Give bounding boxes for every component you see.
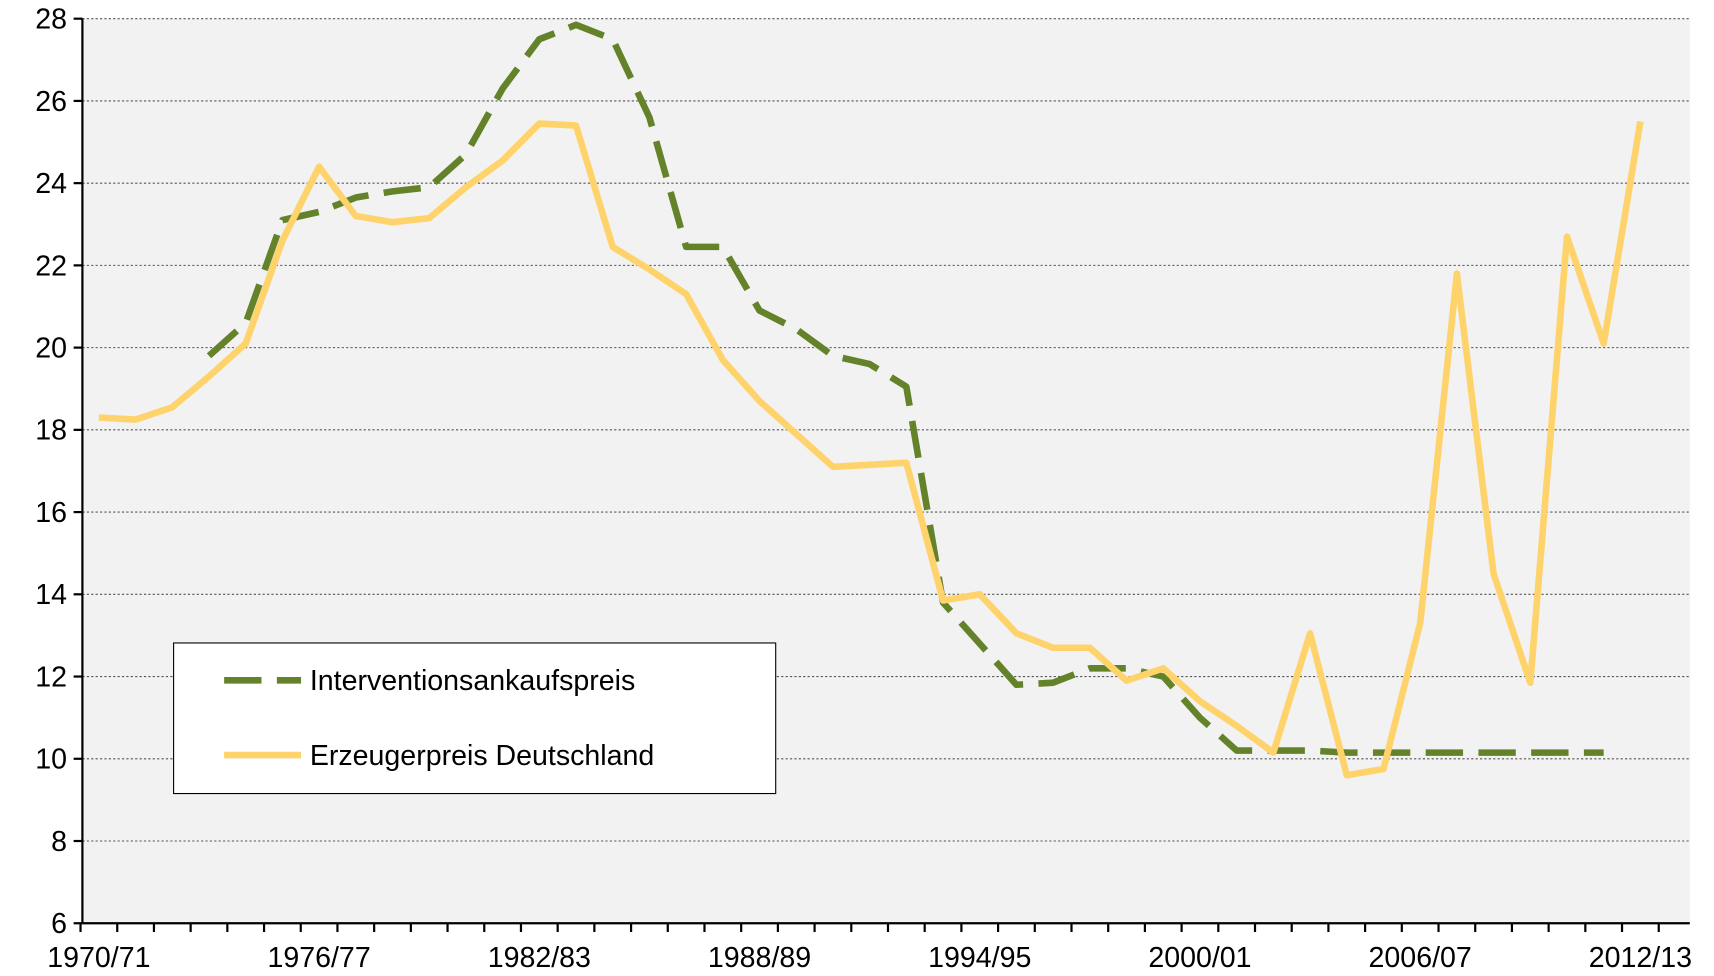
y-tick-label: 20: [35, 333, 67, 365]
x-tick-label: 1988/89: [708, 942, 811, 974]
y-tick-label: 6: [51, 908, 67, 940]
x-tick-label: 2000/01: [1148, 942, 1251, 974]
y-tick-label: 28: [35, 4, 67, 36]
legend-box: [173, 642, 777, 795]
y-tick-label: 16: [35, 497, 67, 529]
x-tick-label: 1994/95: [928, 942, 1031, 974]
y-tick-label: 26: [35, 86, 67, 118]
y-tick-label: 18: [35, 415, 67, 447]
y-tick-label: 14: [35, 579, 67, 611]
x-tick-label: 1982/83: [488, 942, 591, 974]
y-tick-label: 10: [35, 744, 67, 776]
legend-label: Interventionsankaufspreis: [310, 665, 635, 697]
x-tick-label: 2012/13: [1589, 942, 1692, 974]
line-series: [206, 21, 1604, 756]
x-tick-label: 1976/77: [267, 942, 370, 974]
line-series: [98, 120, 1644, 779]
x-tick-label: 2006/07: [1369, 942, 1472, 974]
x-tick-label: 1970/71: [47, 942, 150, 974]
legend-label: Erzeugerpreis Deutschland: [310, 740, 654, 772]
y-tick-label: 12: [35, 661, 67, 693]
y-tick-label: 8: [51, 826, 67, 858]
legend: Interventionsankaufspreis Erzeugerpreis D…: [173, 642, 777, 795]
y-tick-label: 24: [35, 168, 67, 200]
y-tick-label: 22: [35, 250, 67, 282]
